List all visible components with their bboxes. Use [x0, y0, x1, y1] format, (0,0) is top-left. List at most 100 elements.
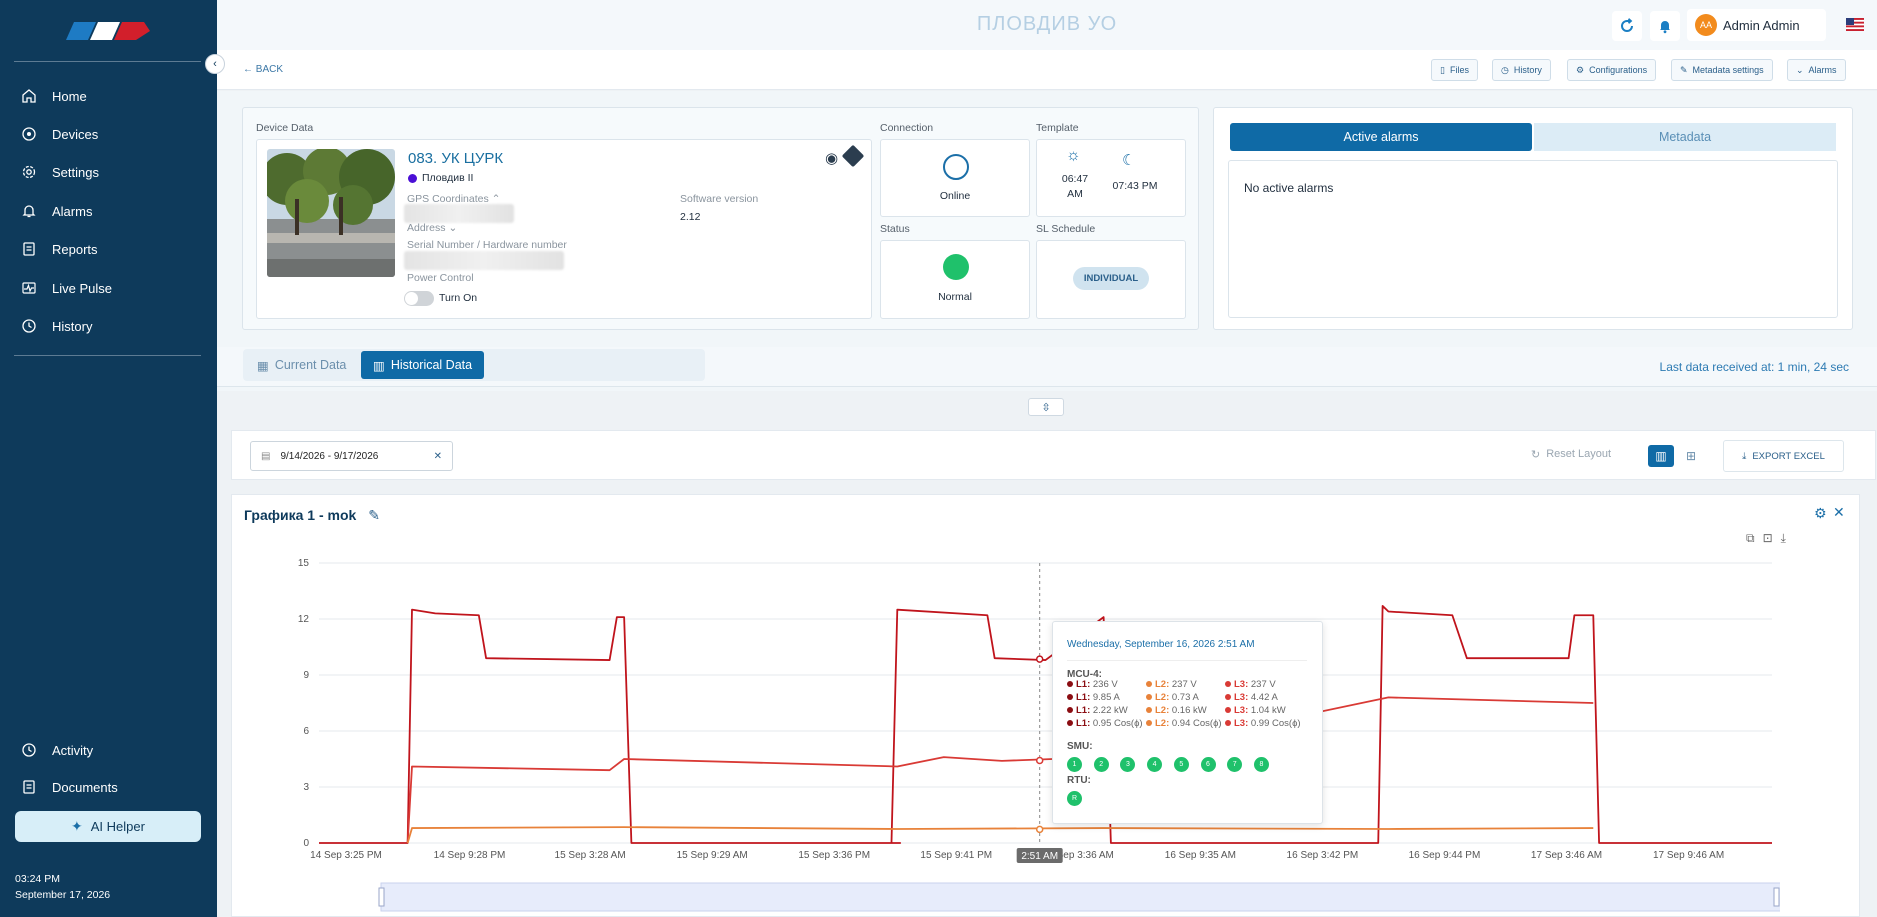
sidebar-item-label: Live Pulse	[52, 280, 112, 296]
series-dot	[1067, 720, 1073, 726]
sidebar-item-label: History	[52, 318, 93, 334]
series-dot	[1146, 694, 1152, 700]
configurations-button[interactable]: ⚙ Configurations	[1567, 59, 1657, 81]
home-icon	[20, 87, 38, 105]
refresh-button[interactable]	[1612, 11, 1642, 41]
device-name: 083. УК ЦУРК	[408, 150, 504, 167]
sidebar-divider	[14, 61, 201, 62]
tooltip-cell: L1: 236 V	[1067, 679, 1146, 690]
chart-view-button[interactable]: ▥	[1648, 445, 1674, 467]
tab-historical-data[interactable]: ▥ Historical Data	[361, 351, 485, 379]
zoom-icon[interactable]: ⧉	[1746, 531, 1755, 545]
x-tick-label: 16 Sep 3:42 PM	[1287, 850, 1359, 861]
history-button[interactable]: ◷ History	[1492, 59, 1551, 81]
y-tick-label: 0	[303, 838, 309, 849]
tooltip-value: 0.99 Cos(ϕ)	[1248, 718, 1301, 729]
files-button[interactable]: ▯ Files	[1431, 59, 1478, 81]
sidebar-item-documents[interactable]: Documents	[20, 775, 118, 799]
sidebar-item-activity[interactable]: Activity	[20, 738, 93, 762]
tooltip-cell: L2: 0.16 kW	[1146, 705, 1225, 716]
connection-value: Online	[939, 190, 971, 202]
tooltip-key: L1:	[1076, 679, 1091, 690]
address-label[interactable]: Address ⌄	[407, 222, 457, 234]
alarms-list	[1228, 160, 1838, 318]
tooltip-key: L2:	[1155, 718, 1170, 729]
alarms-dropdown-button[interactable]: ⌄ Alarms	[1787, 59, 1846, 81]
user-menu[interactable]: AA Admin Admin	[1687, 9, 1826, 41]
eye-icon[interactable]: ◉	[825, 150, 839, 167]
chevron-down-icon: ⌄	[1796, 64, 1804, 75]
tab-metadata[interactable]: Metadata	[1534, 123, 1836, 151]
chart-settings-icon[interactable]: ⚙	[1814, 505, 1827, 521]
tooltip-value: 0.16 kW	[1169, 705, 1207, 716]
save-image-icon[interactable]: ⤓	[1780, 531, 1786, 545]
gps-label[interactable]: GPS Coordinates ⌃	[407, 193, 500, 205]
no-alarms-message: No active alarms	[1244, 181, 1334, 195]
sidebar-item-alarms[interactable]: Alarms	[20, 199, 92, 223]
chevron-left-icon: ‹	[213, 58, 217, 70]
zoom-reset-icon[interactable]: ⊡	[1762, 531, 1773, 545]
x-tick-label: 14 Sep 9:28 PM	[434, 850, 506, 861]
smu-status-dot: 8	[1253, 757, 1269, 772]
serial-value-redacted	[404, 251, 564, 270]
cursor-point	[1035, 825, 1044, 834]
sidebar-item-home[interactable]: Home	[20, 84, 87, 108]
ai-helper-button[interactable]: ✦ AI Helper	[15, 811, 201, 842]
x-tick-label: 15 Sep 3:28 AM	[555, 850, 626, 861]
series-line	[406, 696, 1594, 844]
alarms-label: Alarms	[1808, 65, 1837, 75]
date-range-input[interactable]: ▤ 9/14/2026 - 9/17/2026 ✕	[250, 441, 453, 471]
clear-date-icon[interactable]: ✕	[433, 450, 442, 462]
series-dot	[1067, 681, 1073, 687]
tooltip-key: L2:	[1155, 705, 1170, 716]
tab-current-data[interactable]: ▦ Current Data	[245, 351, 358, 379]
chart-title: Графика 1 - mok ✎	[244, 507, 380, 524]
tooltip-cell: L3: 237 V	[1225, 679, 1304, 690]
metadata-settings-button[interactable]: ✎ Metadata settings	[1671, 59, 1773, 81]
expand-icon: ⇳	[1041, 401, 1051, 414]
reset-layout-button[interactable]: ↻ Reset Layout	[1531, 448, 1611, 461]
tooltip-cell: L3: 0.99 Cos(ϕ)	[1225, 718, 1304, 729]
close-chart-icon[interactable]: ✕	[1833, 504, 1845, 520]
sidebar-item-history[interactable]: History	[20, 314, 92, 338]
refresh-icon	[1621, 18, 1633, 32]
sunrise-time: 06:47 AM	[1061, 173, 1089, 200]
tab-active-alarms[interactable]: Active alarms	[1230, 123, 1532, 151]
cursor-point	[1035, 756, 1044, 765]
status-indicator-icon	[943, 254, 969, 280]
power-toggle[interactable]	[404, 291, 434, 306]
export-excel-button[interactable]: ⤓ EXPORT EXCEL	[1723, 440, 1844, 472]
us-flag-icon[interactable]	[1846, 18, 1864, 31]
sidebar-clock: 03:24 PM September 17, 2026	[15, 871, 110, 903]
expand-panel-button[interactable]: ⇳	[1028, 398, 1064, 416]
tooltip-key: L1:	[1076, 705, 1091, 716]
smu-label: SMU:	[1067, 741, 1093, 752]
tooltip-group: MCU-4:	[1067, 669, 1102, 680]
clock-time: 03:24 PM	[15, 873, 60, 885]
tooltip-row: L1: 9.85 A L2: 0.73 A L3: 4.42 A	[1067, 692, 1304, 703]
grid-view-button[interactable]: ⊞	[1678, 445, 1704, 467]
sun-icon: ☼	[1066, 147, 1081, 164]
back-label: BACK	[255, 64, 284, 75]
y-tick-label: 3	[303, 782, 309, 793]
back-link[interactable]: ← BACK	[243, 64, 283, 75]
series-dot	[1225, 707, 1231, 713]
sidebar-item-reports[interactable]: Reports	[20, 237, 98, 261]
devices-icon	[20, 125, 38, 143]
sidebar-item-live-pulse[interactable]: Live Pulse	[20, 276, 112, 300]
notifications-button[interactable]	[1650, 11, 1680, 41]
download-icon: ⤓	[1742, 450, 1747, 462]
gps-value-redacted	[404, 204, 514, 223]
y-tick-label: 12	[298, 614, 310, 625]
sidebar-item-label: Documents	[52, 779, 118, 795]
reset-layout-label: Reset Layout	[1546, 448, 1612, 460]
sidebar-item-settings[interactable]: Settings	[20, 160, 99, 184]
configurations-label: Configurations	[1589, 65, 1648, 75]
device-photo[interactable]	[267, 149, 395, 277]
collapse-sidebar-button[interactable]: ‹	[205, 54, 225, 74]
sidebar-item-devices[interactable]: Devices	[20, 122, 98, 146]
date-range-value: 9/14/2026 - 9/17/2026	[280, 450, 379, 462]
x-tick-label: 16 Sep 9:35 AM	[1165, 850, 1236, 861]
edit-icon[interactable]: ✎	[368, 507, 380, 523]
